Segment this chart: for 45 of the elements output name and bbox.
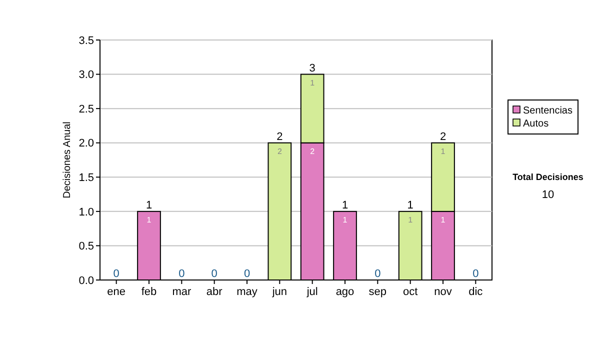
x-tick-label: feb [141, 286, 157, 298]
x-tick-label: ago [336, 286, 354, 298]
total-label: 1 [342, 199, 348, 212]
total-label: 2 [440, 130, 446, 143]
x-tick-label: dic [468, 286, 484, 298]
y-axis-title: Decisiones Anual [62, 122, 73, 198]
x-tick-label: jun [271, 286, 288, 298]
data-label: 1 [440, 146, 446, 156]
data-label: 1 [310, 78, 316, 88]
y-tick-label: 3.0 [78, 69, 94, 82]
x-tick-label: sep [368, 286, 387, 298]
total-label: 1 [146, 199, 152, 212]
x-tick-label: jul [306, 286, 318, 298]
total-label: 0 [211, 268, 218, 280]
text: Total Decisiones [512, 172, 584, 182]
total-label: 0 [178, 268, 185, 280]
y-tick-label: 2.5 [78, 103, 94, 116]
text: 10 [542, 189, 554, 201]
x-tick-label: may [236, 286, 258, 298]
x-tick-label: ene [107, 286, 126, 298]
data-label: 1 [440, 215, 446, 224]
x-tick-label: nov [434, 286, 452, 298]
y-tick-label: 3.5 [78, 34, 94, 47]
data-label: 1 [146, 215, 152, 224]
y-tick-label: 0.0 [78, 274, 94, 287]
total-label: 2 [276, 130, 283, 143]
total-label: 0 [244, 268, 250, 280]
data-label: 1 [342, 215, 348, 224]
total-label: 3 [309, 62, 316, 74]
total-label: 0 [472, 268, 479, 280]
legend-label: Sentencias [523, 106, 572, 116]
y-tick-label: 1.5 [78, 172, 94, 184]
total-label: 1 [407, 199, 414, 212]
y-tick-label: 1.0 [78, 206, 94, 218]
total-label: 0 [113, 268, 120, 280]
x-tick-label: oct [402, 286, 418, 298]
data-label: 1 [408, 215, 414, 224]
legend-label: Autos [523, 118, 549, 130]
x-tick-label: abr [206, 286, 223, 298]
x-tick-label: mar [172, 286, 192, 298]
y-tick-label: 0.5 [78, 240, 94, 253]
y-tick-label: 2.0 [78, 138, 94, 150]
total-label: 0 [374, 268, 381, 280]
data-label: 2 [310, 146, 316, 156]
data-label: 2 [277, 146, 282, 156]
